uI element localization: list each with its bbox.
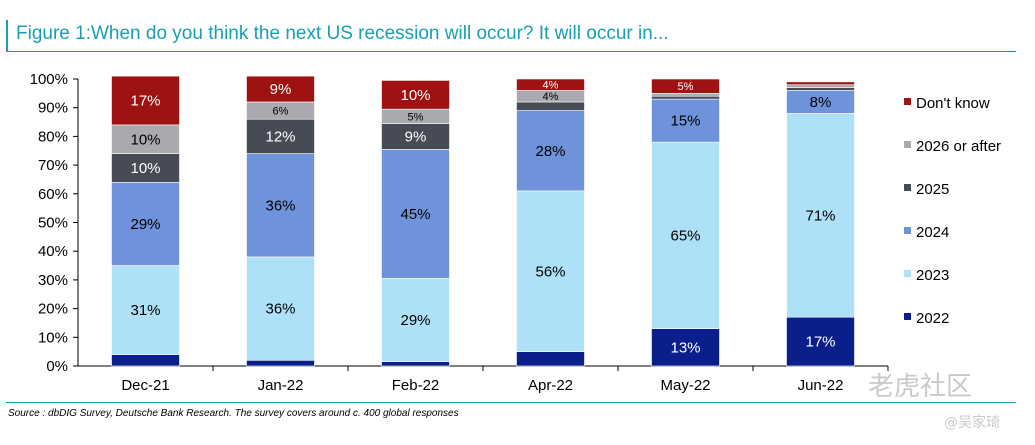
data-label: 15%	[670, 113, 700, 130]
data-label: 4%	[543, 91, 559, 103]
bar-segment	[651, 78, 720, 94]
y-tick-label: 30%	[38, 272, 68, 289]
data-label: 56%	[535, 263, 565, 280]
bar-segment	[381, 361, 450, 367]
y-tick-label: 60%	[38, 186, 68, 203]
x-category-label: Jun-22	[798, 377, 844, 394]
data-label: 71%	[805, 207, 835, 224]
source-divider	[6, 402, 1016, 403]
data-label: 4%	[543, 80, 559, 92]
legend-swatch	[904, 227, 911, 234]
stacked-bar-chart: 0% 10% 20% 30% 40% 50% 60% 70% 80% 90% 100% Dec-21 J…	[30, 71, 1001, 394]
chart-legend: Don't know 2026 or after 2025 2024 2023 2022	[904, 95, 1001, 327]
y-tick-label: 90%	[38, 100, 68, 117]
legend-swatch	[904, 313, 911, 320]
x-category-label: Feb-22	[392, 377, 440, 394]
watermark-logo: 老虎社区	[868, 372, 973, 402]
bar-segment	[651, 95, 720, 100]
data-label: 10%	[400, 87, 430, 104]
x-category-label: Dec-21	[121, 377, 169, 394]
bar-segment	[786, 81, 855, 86]
data-label: 5%	[408, 111, 424, 123]
bar-segment	[381, 123, 450, 150]
data-label: 28%	[535, 143, 565, 160]
bar-segment	[111, 182, 180, 266]
legend-swatch	[904, 270, 911, 277]
bar-segment	[246, 256, 315, 361]
data-label: 5%	[678, 81, 694, 93]
bar-segment	[111, 124, 180, 154]
y-tick-label: 20%	[38, 301, 68, 318]
legend-swatch	[904, 184, 911, 191]
legend-label: 2024	[916, 224, 949, 241]
bar-segment	[786, 316, 855, 367]
y-tick-label: 50%	[38, 215, 68, 232]
y-tick-label: 100%	[30, 71, 68, 88]
legend-label: 2023	[916, 267, 949, 284]
bar-segment	[246, 359, 315, 367]
data-label: 65%	[670, 227, 700, 244]
x-category-label: May-22	[660, 377, 710, 394]
bar-segment	[246, 153, 315, 258]
bar-segment	[381, 80, 450, 110]
legend-label: 2022	[916, 310, 949, 327]
bar-segment	[516, 190, 585, 352]
chart-bars	[111, 75, 855, 367]
legend-label: 2025	[916, 181, 949, 198]
legend-label: Don't know	[916, 95, 990, 112]
data-label: 6%	[273, 106, 289, 118]
data-label: 36%	[265, 301, 295, 318]
data-label: 31%	[130, 302, 160, 319]
bar-segment	[381, 149, 450, 279]
bar-segment	[651, 98, 720, 143]
bar-segment	[111, 153, 180, 183]
x-category-label: Apr-22	[528, 377, 573, 394]
data-label: 12%	[265, 128, 295, 145]
bar-segment	[786, 87, 855, 91]
data-label: 10%	[130, 131, 160, 148]
bar-segment	[111, 354, 180, 367]
data-label: 29%	[400, 312, 430, 329]
data-label: 10%	[130, 160, 160, 177]
bar-segment	[651, 141, 720, 329]
data-label: 13%	[670, 339, 700, 356]
y-tick-label: 80%	[38, 128, 68, 145]
y-tick-label: 10%	[38, 329, 68, 346]
chart-data-labels: 31% 29% 10% 10% 17% 36% 36% 12% 6% 9% 29% 45% 9% 5% 10…	[130, 80, 835, 357]
data-label: 36%	[265, 197, 295, 214]
data-label: 29%	[130, 216, 160, 233]
bar-segment	[111, 75, 180, 126]
bar-segment	[516, 78, 585, 91]
bar-segment	[246, 118, 315, 154]
legend-label: 2026 or after	[916, 138, 1001, 155]
data-label: 17%	[805, 334, 835, 351]
source-note: Source : dbDIG Survey, Deutsche Bank Res…	[8, 408, 459, 419]
bar-segment	[381, 278, 450, 362]
bar-segment	[246, 75, 315, 103]
bar-segment	[111, 265, 180, 355]
legend-swatch	[904, 98, 911, 105]
bar-segment	[786, 84, 855, 88]
bar-segment	[516, 110, 585, 192]
bar-segment	[516, 101, 585, 111]
legend-swatch	[904, 141, 911, 148]
data-label: 17%	[130, 93, 160, 110]
data-label: 9%	[405, 128, 427, 145]
bar-segment	[651, 328, 720, 367]
y-tick-label: 40%	[38, 243, 68, 260]
data-label: 8%	[810, 94, 832, 111]
data-label: 9%	[270, 81, 292, 98]
bar-segment	[651, 93, 720, 97]
x-category-label: Jan-22	[258, 377, 304, 394]
figure-title: Figure 1:When do you think the next US r…	[6, 20, 1016, 52]
watermark-handle: @吴家琦	[944, 415, 1000, 431]
bar-segment	[786, 113, 855, 318]
y-tick-label: 70%	[38, 157, 68, 174]
chart-axes: 0% 10% 20% 30% 40% 50% 60% 70% 80% 90% 100% Dec-21 J…	[30, 71, 889, 394]
bar-segment	[516, 351, 585, 367]
y-tick-label: 0%	[46, 358, 68, 375]
data-label: 45%	[400, 206, 430, 223]
